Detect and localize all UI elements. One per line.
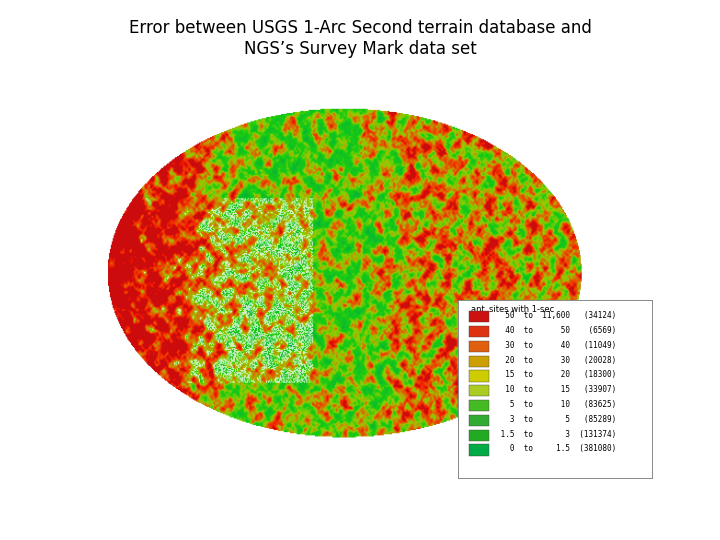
Text: 30  to      40   (11049): 30 to 40 (11049) (496, 341, 617, 350)
Text: 1.5  to       3  (131374): 1.5 to 3 (131374) (496, 429, 617, 438)
Text: Error between USGS 1-Arc Second terrain database and
NGS’s Survey Mark data set: Error between USGS 1-Arc Second terrain … (129, 19, 591, 58)
Bar (469, 341, 489, 352)
Bar (469, 356, 489, 367)
Text: ant_sites with 1-sec: ant_sites with 1-sec (471, 304, 554, 313)
Text: 50  to  11,600   (34124): 50 to 11,600 (34124) (496, 311, 617, 320)
Text: 15  to      20   (18300): 15 to 20 (18300) (496, 370, 617, 380)
Bar (469, 311, 489, 322)
Bar (469, 370, 489, 382)
Bar (469, 385, 489, 396)
Bar (469, 400, 489, 411)
Text: 40  to      50    (6569): 40 to 50 (6569) (496, 326, 617, 335)
Text: 3  to       5   (85289): 3 to 5 (85289) (496, 415, 617, 424)
Bar (469, 326, 489, 337)
Bar (469, 415, 489, 426)
Text: 5  to      10   (83625): 5 to 10 (83625) (496, 400, 617, 409)
Bar (469, 444, 489, 456)
Text: 20  to      30   (20028): 20 to 30 (20028) (496, 356, 617, 364)
Bar (469, 430, 489, 441)
Text: 10  to      15   (33907): 10 to 15 (33907) (496, 385, 617, 394)
Text: 0  to     1.5  (381080): 0 to 1.5 (381080) (496, 444, 617, 454)
